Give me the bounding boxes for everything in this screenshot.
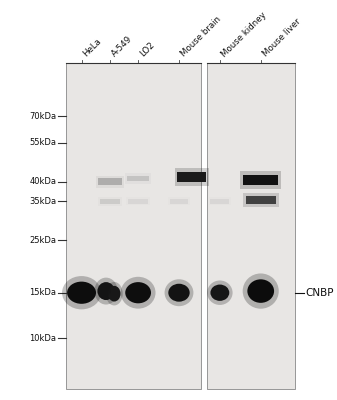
Text: 15kDa: 15kDa	[29, 288, 56, 297]
Ellipse shape	[210, 284, 229, 301]
Bar	[240, 171, 281, 190]
Ellipse shape	[243, 274, 279, 309]
Bar	[207, 62, 295, 389]
Bar	[98, 197, 122, 206]
Ellipse shape	[97, 282, 115, 300]
Ellipse shape	[67, 282, 96, 304]
Ellipse shape	[94, 278, 118, 304]
Ellipse shape	[101, 286, 111, 296]
Bar	[128, 199, 148, 204]
Text: Mouse kidney: Mouse kidney	[220, 10, 269, 59]
Ellipse shape	[247, 279, 274, 303]
Text: LO2: LO2	[138, 40, 156, 59]
Ellipse shape	[131, 287, 145, 298]
Bar	[210, 199, 229, 204]
Text: 70kDa: 70kDa	[29, 112, 56, 121]
Text: 40kDa: 40kDa	[29, 177, 56, 186]
Bar	[66, 62, 201, 389]
Ellipse shape	[125, 282, 151, 303]
Ellipse shape	[106, 282, 123, 306]
Ellipse shape	[168, 284, 190, 302]
Bar	[246, 196, 276, 204]
Text: 55kDa: 55kDa	[29, 138, 56, 147]
Bar	[177, 172, 206, 182]
Bar	[127, 176, 149, 182]
Ellipse shape	[215, 288, 225, 297]
Bar	[243, 193, 279, 207]
Bar	[170, 199, 188, 204]
Ellipse shape	[121, 277, 156, 309]
Bar	[243, 175, 278, 185]
Ellipse shape	[73, 287, 90, 299]
Text: 10kDa: 10kDa	[29, 334, 56, 343]
Bar	[100, 199, 120, 204]
Bar	[168, 197, 190, 206]
Text: CNBP: CNBP	[305, 288, 334, 298]
Bar	[126, 197, 150, 206]
Ellipse shape	[253, 285, 268, 298]
Ellipse shape	[108, 286, 121, 302]
Ellipse shape	[62, 276, 101, 309]
Bar	[125, 173, 151, 184]
Text: A-549: A-549	[110, 35, 134, 59]
Bar	[175, 168, 209, 186]
Ellipse shape	[207, 280, 233, 305]
Bar	[96, 176, 124, 188]
Text: 25kDa: 25kDa	[29, 236, 56, 245]
Text: Mouse liver: Mouse liver	[261, 17, 302, 59]
Bar	[209, 197, 231, 206]
Ellipse shape	[164, 279, 193, 306]
Text: Mouse brain: Mouse brain	[179, 15, 223, 59]
Text: HeLa: HeLa	[82, 37, 103, 59]
Text: 35kDa: 35kDa	[29, 197, 56, 206]
Ellipse shape	[173, 288, 185, 298]
Bar	[98, 178, 122, 185]
Ellipse shape	[111, 289, 118, 298]
